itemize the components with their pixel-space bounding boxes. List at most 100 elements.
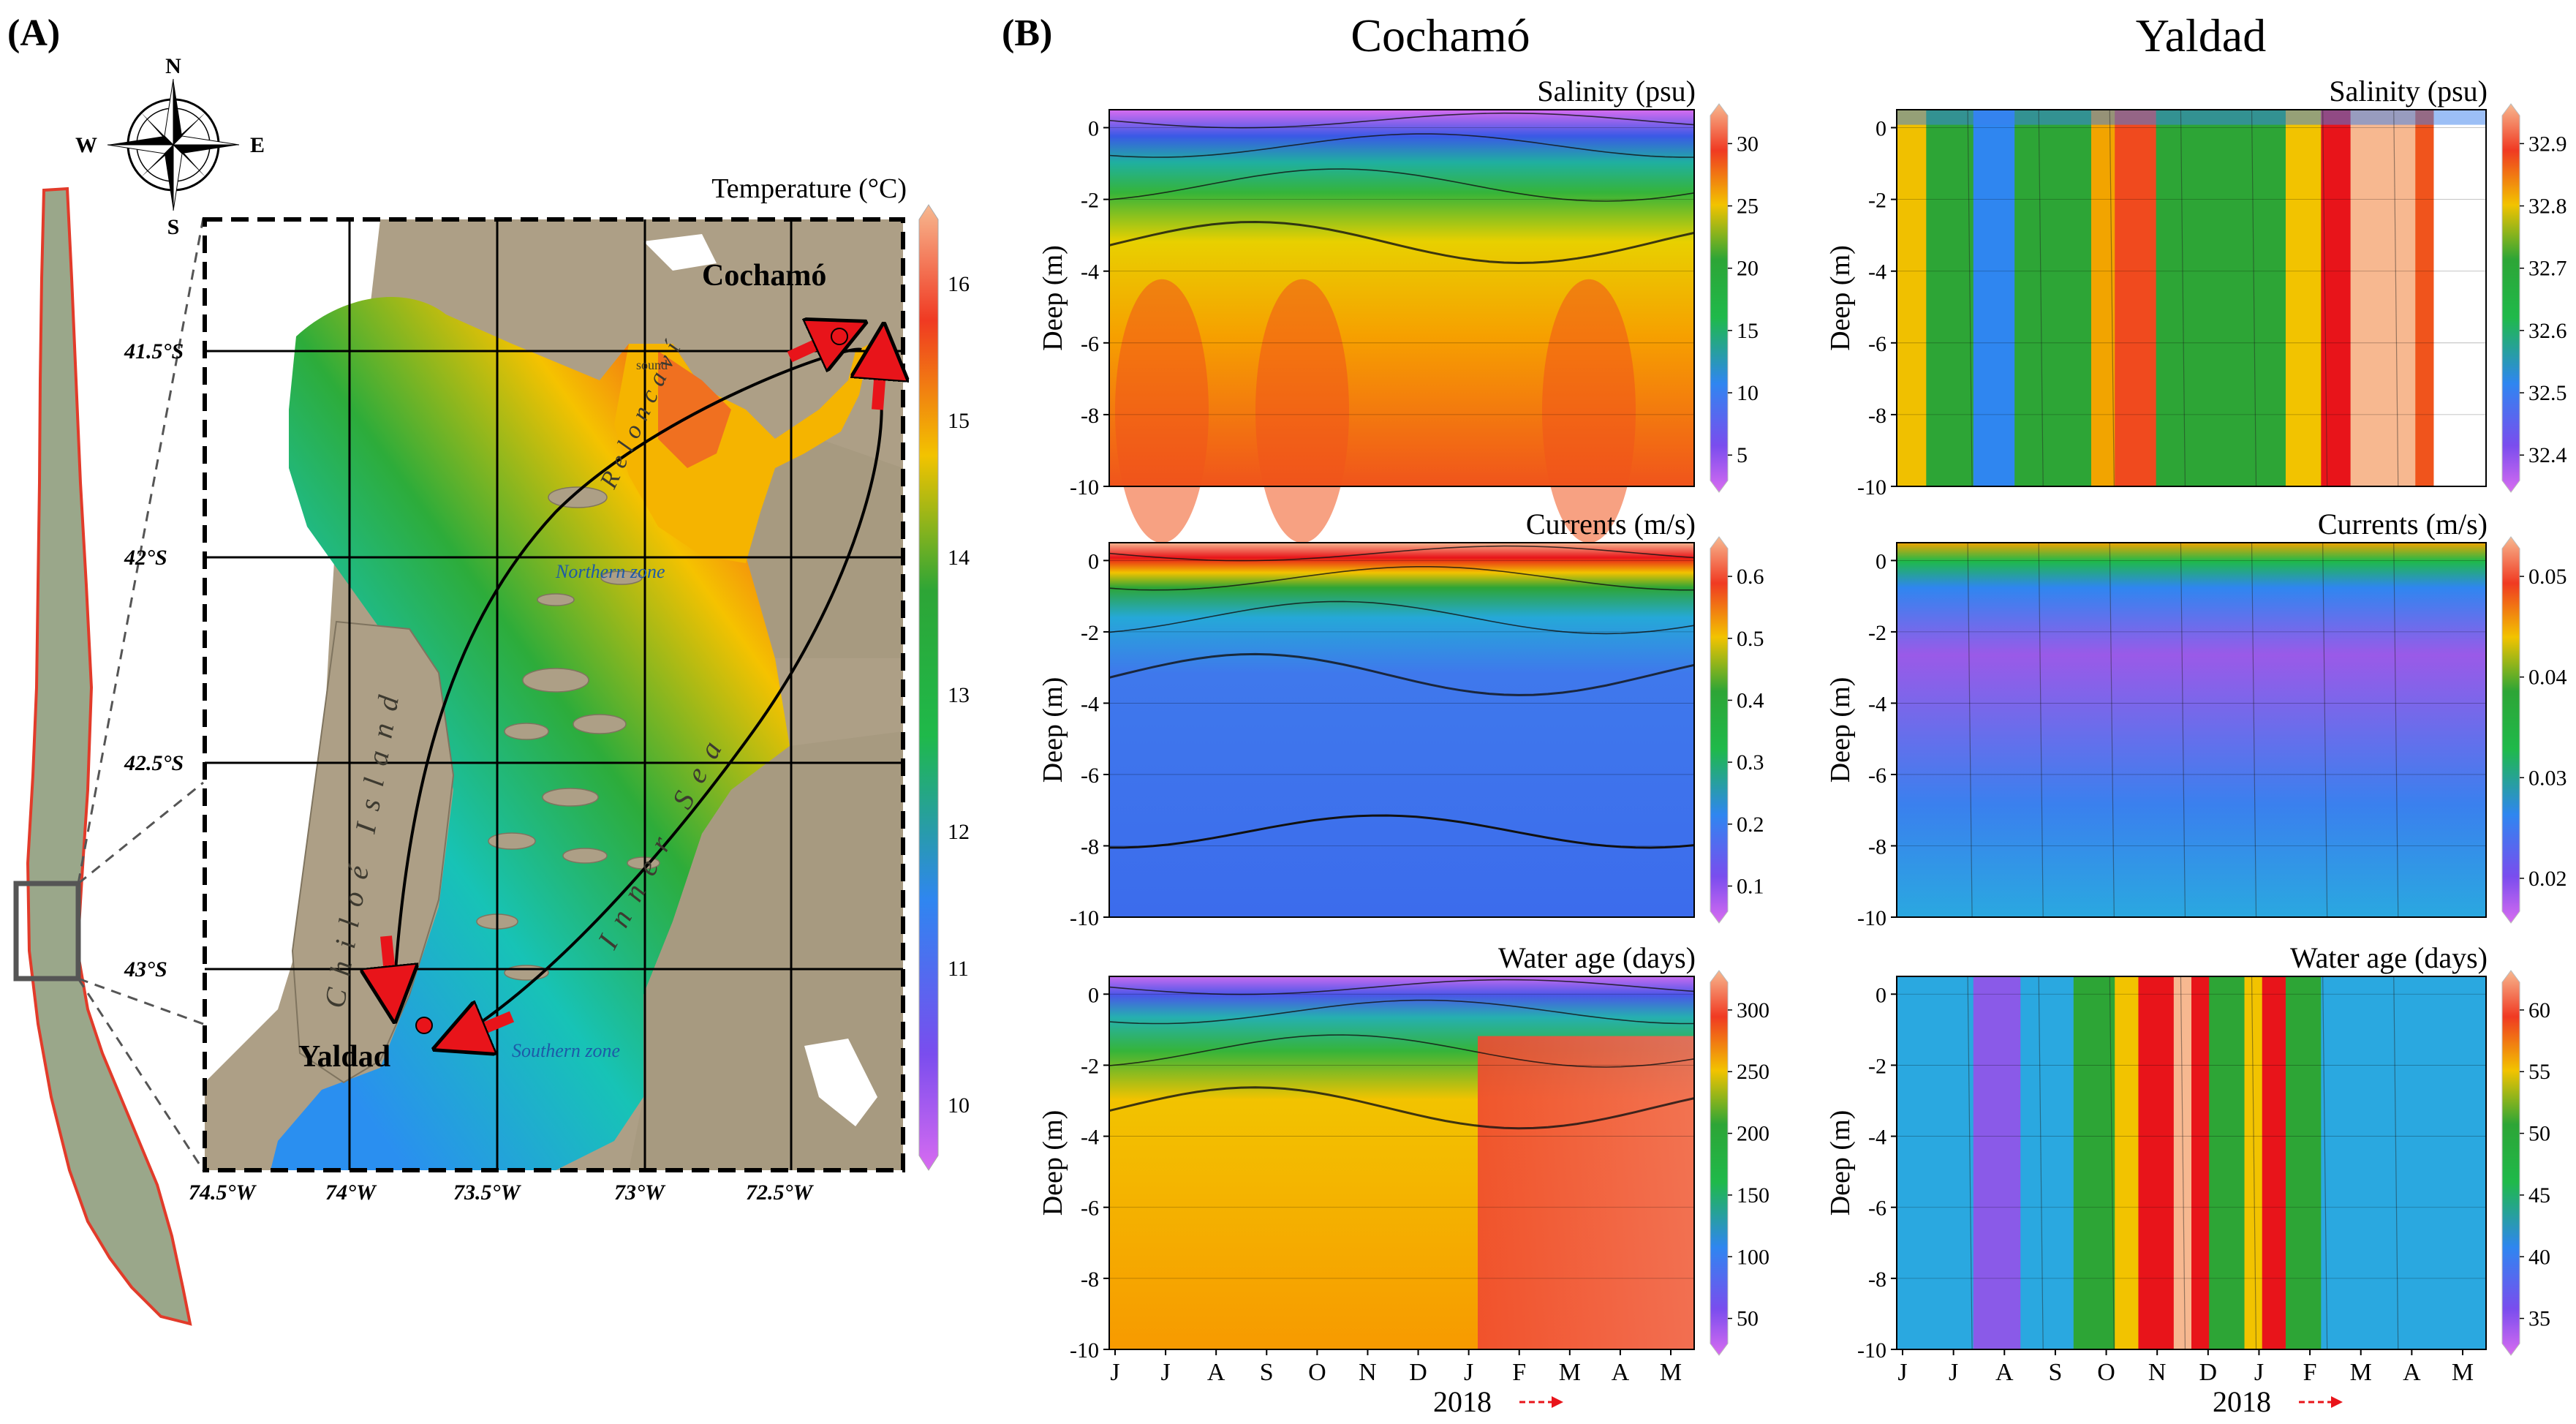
- colorbar-tick: 0.02: [2528, 867, 2567, 891]
- colorbar-tick: 10: [1737, 381, 1759, 405]
- map-colorbar: [918, 204, 939, 1171]
- colorbar-tick: 32.9: [2528, 132, 2567, 156]
- contour-panel: 0 -2 -4 -6 -8 -10 Deep (m) Water age (days) 300 2…: [1038, 941, 1769, 1386]
- lon-label: 73°W: [614, 1180, 666, 1205]
- colorbar-tick: 0.5: [1737, 627, 1764, 651]
- time-arrow-head: [1552, 1396, 1563, 1408]
- y-tick-label: -10: [1070, 475, 1099, 500]
- contour-panel: 0 -2 -4 -6 -8 -10 Deep (m) Salinity (psu) 32.9 32…: [1825, 75, 2567, 500]
- y-tick-label: -6: [1081, 764, 1099, 788]
- y-tick-label: 0: [1876, 117, 1886, 141]
- map-colorbar-ticks: 16 15 14 13 12 11 10: [948, 272, 970, 1118]
- colorbar-tick: 100: [1737, 1245, 1769, 1269]
- y-tick-label: -2: [1081, 189, 1099, 213]
- y-tick-label: 0: [1088, 983, 1099, 1007]
- x-tick-label: O: [2097, 1359, 2115, 1386]
- x-tick-label: J: [1160, 1359, 1170, 1386]
- x-tick-label: A: [1995, 1359, 2014, 1386]
- y-tick-label: 0: [1088, 549, 1099, 573]
- colorbar-tick: 0.1: [1737, 874, 1764, 898]
- y-tick-label: -4: [1081, 692, 1099, 716]
- y-tick-label: 0: [1876, 983, 1886, 1007]
- chile-outline-map: [26, 187, 192, 1326]
- colorbar-tick: 300: [1737, 998, 1769, 1022]
- x-tick-label: D: [2199, 1359, 2218, 1386]
- colorbar-tick: 45: [2528, 1183, 2550, 1208]
- colorbar-tick: 50: [1737, 1307, 1759, 1331]
- lat-label: 42.5°S: [124, 751, 184, 775]
- x-tick-label: O: [1308, 1359, 1326, 1386]
- contour-plots: 0 -2 -4 -6 -8 -10 Deep (m) Salinity (psu) 30 25 20…: [1038, 75, 2567, 1386]
- zoom-line: [77, 978, 205, 1171]
- y-tick-label: -2: [1081, 1054, 1099, 1078]
- y-tick-label: -6: [1868, 1197, 1886, 1221]
- lon-label: 74°W: [325, 1180, 377, 1205]
- panel-b-label: (B): [1002, 12, 1052, 54]
- y-tick-label: -8: [1868, 835, 1886, 859]
- map-axis-labels: 41.5°S 42°S 42.5°S 43°S 74.5°W 74°W 73.5…: [124, 339, 814, 1205]
- label-northern-zone: Northern zone: [555, 561, 665, 582]
- zoom-line: [78, 781, 204, 885]
- compass-w: W: [75, 133, 97, 157]
- x-tick-label: A: [2403, 1359, 2421, 1386]
- colorbar-tick: 0.05: [2528, 565, 2567, 589]
- colorbar: [2501, 103, 2520, 493]
- lon-label: 74.5°W: [189, 1180, 257, 1205]
- y-tick-label: -10: [1857, 475, 1886, 500]
- compass-n: N: [165, 54, 181, 78]
- zoom-line: [78, 977, 204, 1025]
- x-tick-label: F: [1512, 1359, 1526, 1386]
- label-southern-zone: Southern zone: [512, 1040, 620, 1061]
- x-tick-label: S: [1260, 1359, 1274, 1386]
- y-tick-label: -8: [1868, 404, 1886, 428]
- y-tick-label: -8: [1081, 404, 1099, 428]
- x-tick-label: J: [1949, 1359, 1958, 1386]
- colorbar-tick: 32.6: [2528, 319, 2567, 343]
- colorbar-tick: 35: [2528, 1307, 2550, 1331]
- x-tick-label: D: [1409, 1359, 1427, 1386]
- yaldad-marker: [415, 1017, 433, 1034]
- cbar-tick: 11: [948, 957, 969, 981]
- inset-box: [13, 881, 81, 982]
- x-tick-label: J: [1464, 1359, 1473, 1386]
- colorbar-tick: 150: [1737, 1183, 1769, 1208]
- x-tick-label: N: [1359, 1359, 1377, 1386]
- panel-a-label: (A): [7, 12, 60, 54]
- y-tick-label: -10: [1857, 906, 1886, 930]
- plot-title: Currents (m/s): [1526, 508, 1696, 540]
- y-axis-label: Deep (m): [1038, 245, 1068, 351]
- x-tick-label: M: [1660, 1359, 1682, 1386]
- colorbar-tick: 0.3: [1737, 750, 1764, 775]
- compass-rose: [107, 78, 240, 211]
- y-axis-label: Deep (m): [1038, 677, 1068, 783]
- y-tick-label: -10: [1070, 1338, 1099, 1363]
- y-tick-label: -6: [1081, 332, 1099, 356]
- y-axis-label: Deep (m): [1825, 677, 1856, 783]
- x-tick-label: J: [1110, 1359, 1119, 1386]
- y-axis-label: Deep (m): [1825, 1110, 1856, 1216]
- time-arrow-head: [2331, 1396, 2343, 1408]
- x-tick-label: J: [1897, 1359, 1907, 1386]
- site-title-cochamo: Cochamó: [1351, 10, 1530, 61]
- x-tick-label: A: [1207, 1359, 1225, 1386]
- x-year-cochamo: 2018: [1433, 1385, 1492, 1418]
- y-tick-label: -2: [1081, 621, 1099, 645]
- colorbar: [1710, 103, 1729, 493]
- plot-title: Salinity (psu): [1537, 75, 1696, 108]
- colorbar-tick: 30: [1737, 132, 1759, 156]
- colorbar-tick: 20: [1737, 257, 1759, 281]
- colorbar: [2501, 536, 2520, 924]
- y-tick-label: -6: [1868, 764, 1886, 788]
- colorbar-tick: 0.2: [1737, 813, 1764, 837]
- plot-title: Currents (m/s): [2318, 508, 2488, 540]
- colorbar-tick: 60: [2528, 998, 2550, 1022]
- colorbar-tick: 0.4: [1737, 688, 1764, 712]
- y-tick-label: 0: [1088, 117, 1099, 141]
- contour-panel: 0 -2 -4 -6 -8 -10 Deep (m) Currents (m/s) 0.6 0.5…: [1038, 508, 1764, 930]
- y-tick-label: -2: [1868, 189, 1886, 213]
- contour-panel: 0 -2 -4 -6 -8 -10 Deep (m) Salinity (psu) 30 25 20…: [1038, 75, 1759, 543]
- colorbar-tick: 25: [1737, 195, 1759, 219]
- colorbar: [1710, 970, 1729, 1356]
- label-yaldad: Yaldad: [298, 1040, 390, 1074]
